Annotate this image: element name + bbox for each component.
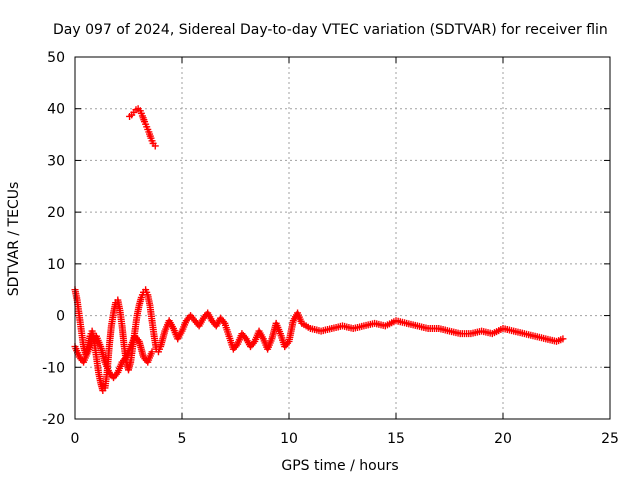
grid-lines [75, 57, 610, 419]
chart-title: Day 097 of 2024, Sidereal Day-to-day VTE… [53, 22, 608, 38]
x-tick-label: 10 [280, 431, 298, 447]
y-tick-label: -10 [42, 360, 65, 376]
y-tick-label: 20 [47, 205, 65, 221]
y-tick-label: -20 [42, 412, 65, 428]
data-points [71, 105, 567, 395]
y-axis-label: SDTVAR / TECUs [6, 182, 22, 297]
y-tick-label: 50 [47, 50, 65, 66]
data-point-marker [148, 348, 156, 356]
x-axis-label: GPS time / hours [281, 458, 398, 474]
y-tick-label: 30 [47, 153, 65, 169]
x-tick-label: 20 [494, 431, 512, 447]
y-tick-label: 0 [56, 309, 65, 325]
data-series [126, 105, 159, 150]
x-tick-label: 5 [178, 431, 187, 447]
plot-frame [74, 56, 611, 420]
y-tick-label: 40 [47, 102, 65, 118]
x-tick-label: 15 [387, 431, 405, 447]
x-tick-label: 0 [71, 431, 80, 447]
x-tick-label: 25 [601, 431, 619, 447]
data-point-marker [151, 142, 159, 150]
data-series [71, 332, 156, 382]
y-tick-label: 10 [47, 257, 65, 273]
tick-labels: 0 5 10 15 20 25 -20 -10 0 10 20 30 40 50 [42, 50, 619, 447]
data-point-marker [559, 335, 567, 343]
